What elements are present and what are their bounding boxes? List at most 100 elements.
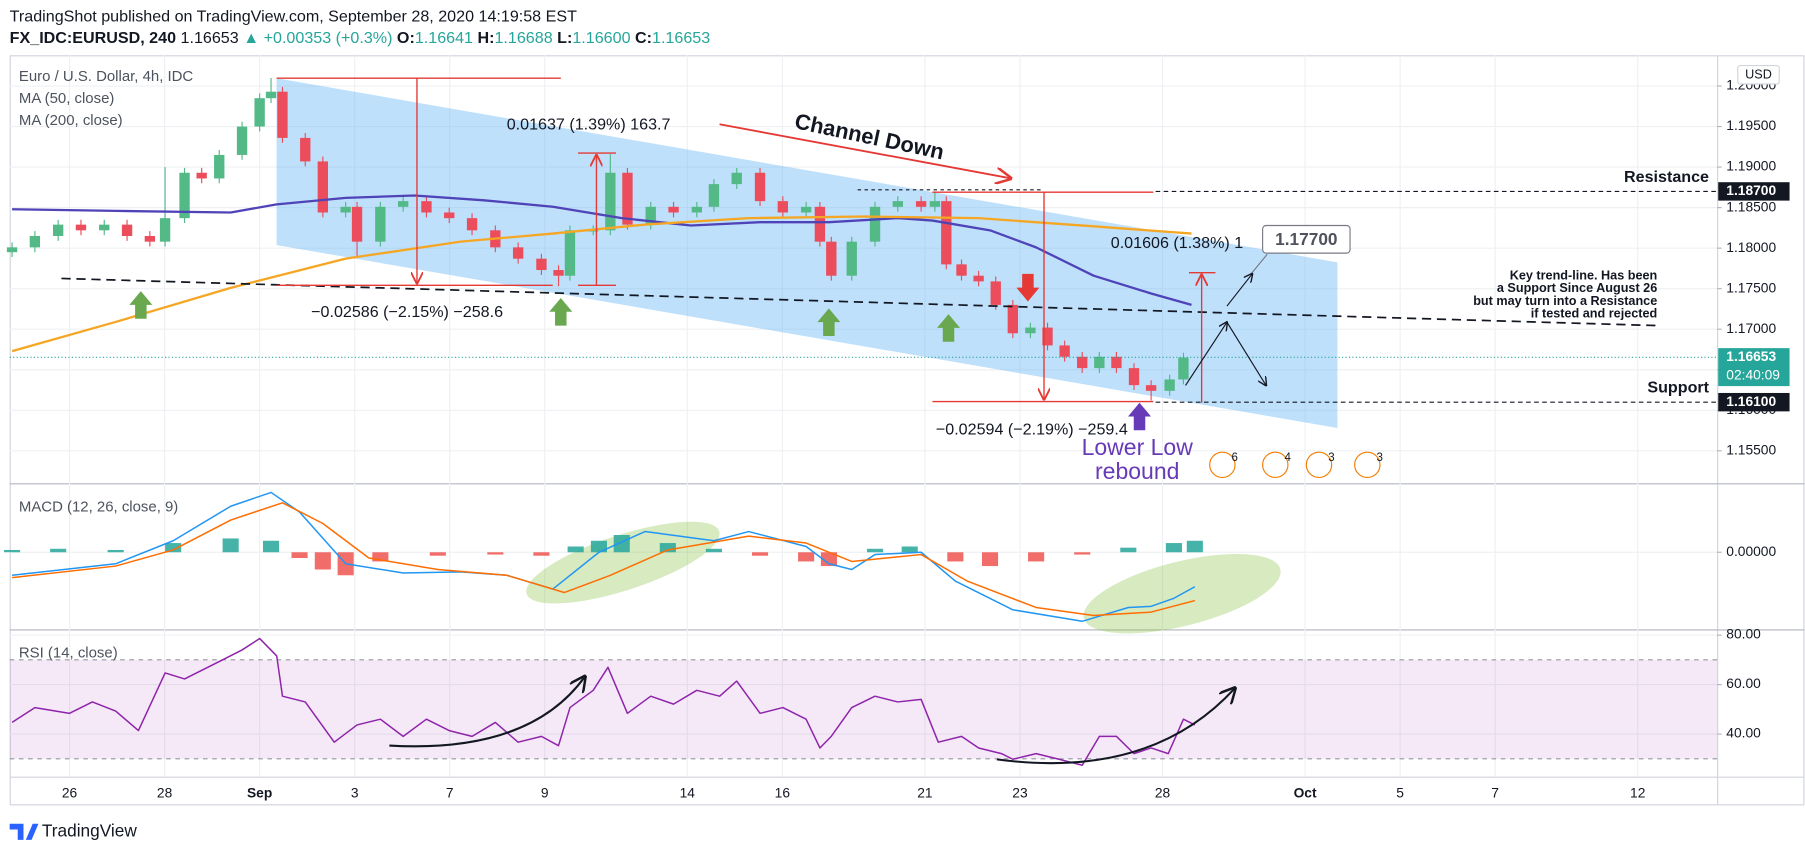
candle-body xyxy=(512,247,524,259)
histogram-bar xyxy=(291,552,308,559)
measure-label: −0.02586 (−2.15%) −258.6 xyxy=(311,303,503,321)
measure-label: −0.02594 (−2.19%) −259.4 xyxy=(936,421,1128,439)
candle-body xyxy=(826,241,837,276)
histogram-bar xyxy=(947,552,964,562)
last: 1.16653 xyxy=(181,29,239,47)
candle-body xyxy=(553,270,564,276)
candle-body xyxy=(1059,345,1070,357)
x-tick-label: 23 xyxy=(1012,786,1028,801)
candle-body xyxy=(956,264,967,276)
pane-title: Euro / U.S. Dollar, 4h, IDC xyxy=(19,68,194,85)
curve-arrow xyxy=(996,688,1235,765)
event-count: 3 xyxy=(1328,452,1334,464)
y-tick-label: 1.17500 xyxy=(1726,280,1776,295)
histogram-bar xyxy=(107,549,124,553)
histogram-bar xyxy=(4,549,21,553)
grid-layer xyxy=(9,55,1718,777)
candle-body xyxy=(277,91,288,138)
byline: TradingShot published on TradingView.com… xyxy=(10,8,577,26)
histogram-bar xyxy=(1074,552,1091,555)
x-tick-label: Sep xyxy=(247,786,272,801)
level-name: Resistance xyxy=(1624,168,1709,186)
x-tick-label: Oct xyxy=(1294,786,1317,801)
y-tick-label: 80.00 xyxy=(1726,627,1761,642)
event-count: 4 xyxy=(1284,452,1291,464)
candle-body xyxy=(1077,356,1088,369)
histogram-bar xyxy=(372,552,389,562)
candle-body xyxy=(1128,368,1140,386)
candle-body xyxy=(645,206,656,225)
histogram-bar xyxy=(487,552,504,555)
candle-body xyxy=(564,230,576,276)
y-tick-label: 60.00 xyxy=(1726,676,1761,691)
x-tick-label: 16 xyxy=(775,786,791,801)
candle-body xyxy=(990,281,1001,305)
event-icon xyxy=(1354,451,1381,479)
histogram-bar xyxy=(222,538,239,553)
x-tick-label: 7 xyxy=(446,786,454,801)
callout-box xyxy=(1262,224,1351,254)
candle-body xyxy=(29,235,41,248)
rsi-band xyxy=(9,659,1718,759)
candle-body xyxy=(236,126,248,155)
histogram-bar xyxy=(1186,540,1203,553)
change: ▲ +0.00353 (+0.3%) xyxy=(243,29,392,47)
channel-arrow xyxy=(719,123,1011,178)
series-line xyxy=(11,637,1196,766)
projection-arrow xyxy=(1226,321,1266,385)
histogram-bar xyxy=(798,552,815,562)
note-line: if tested and rejected xyxy=(1531,306,1657,320)
callout-text: 1.17700 xyxy=(1275,229,1337,249)
candle-body xyxy=(941,201,952,265)
event-count: 6 xyxy=(1232,452,1238,464)
x-tick-label: 28 xyxy=(1155,786,1171,801)
candle-body xyxy=(605,172,616,231)
x-tick-label: 21 xyxy=(917,786,932,801)
candle-body xyxy=(52,224,64,236)
projection-arrow xyxy=(1185,322,1227,386)
y-tick-label: 1.19500 xyxy=(1726,118,1776,133)
x-tick-label: 26 xyxy=(62,786,78,801)
series-line xyxy=(11,215,1192,353)
candle-body xyxy=(444,212,455,219)
candle-body xyxy=(892,201,904,207)
histogram-bar xyxy=(751,552,769,556)
measure-label: 0.01606 (1.38%) 1 xyxy=(1111,234,1243,252)
ohlc-value: 1.16653 xyxy=(652,29,710,47)
ohlc-key: C: xyxy=(635,29,652,47)
ohlc-value: 1.16600 xyxy=(572,29,630,47)
candle-body xyxy=(622,172,633,225)
histogram-bar xyxy=(262,540,280,553)
candle-body xyxy=(869,206,881,242)
x-tick-label: 3 xyxy=(351,786,359,801)
histogram-bar xyxy=(613,535,630,553)
histogram-bar xyxy=(820,552,837,567)
candle-body xyxy=(1111,356,1122,369)
candle-body xyxy=(6,247,18,253)
symbol: FX_IDC:EURUSD, 240 xyxy=(10,29,176,47)
histogram-bar xyxy=(567,546,584,553)
ohlc-key: H: xyxy=(477,29,494,47)
candle-body xyxy=(800,206,812,213)
event-icon xyxy=(1305,451,1333,479)
y-tick-label: 0.00000 xyxy=(1726,544,1776,559)
trend-line xyxy=(61,277,1658,327)
candle-body xyxy=(300,137,311,162)
candle-body xyxy=(973,275,984,282)
level-label: 1.16100 xyxy=(1726,394,1776,409)
callout-line xyxy=(1250,253,1268,275)
candle-body xyxy=(754,172,766,202)
candle-body xyxy=(1178,357,1189,380)
histogram-bar xyxy=(705,548,722,553)
candle-body xyxy=(915,201,927,207)
y-tick-label: 1.17000 xyxy=(1726,321,1776,336)
curve-arrow xyxy=(389,677,585,748)
note-line: Key trend-line. Has been xyxy=(1510,268,1658,282)
up-arrow xyxy=(129,291,153,319)
y-tick-label: 1.19000 xyxy=(1726,159,1776,174)
pane-title: RSI (14, close) xyxy=(19,644,118,661)
histogram-bar xyxy=(659,543,676,553)
currency: USD xyxy=(1745,68,1772,82)
